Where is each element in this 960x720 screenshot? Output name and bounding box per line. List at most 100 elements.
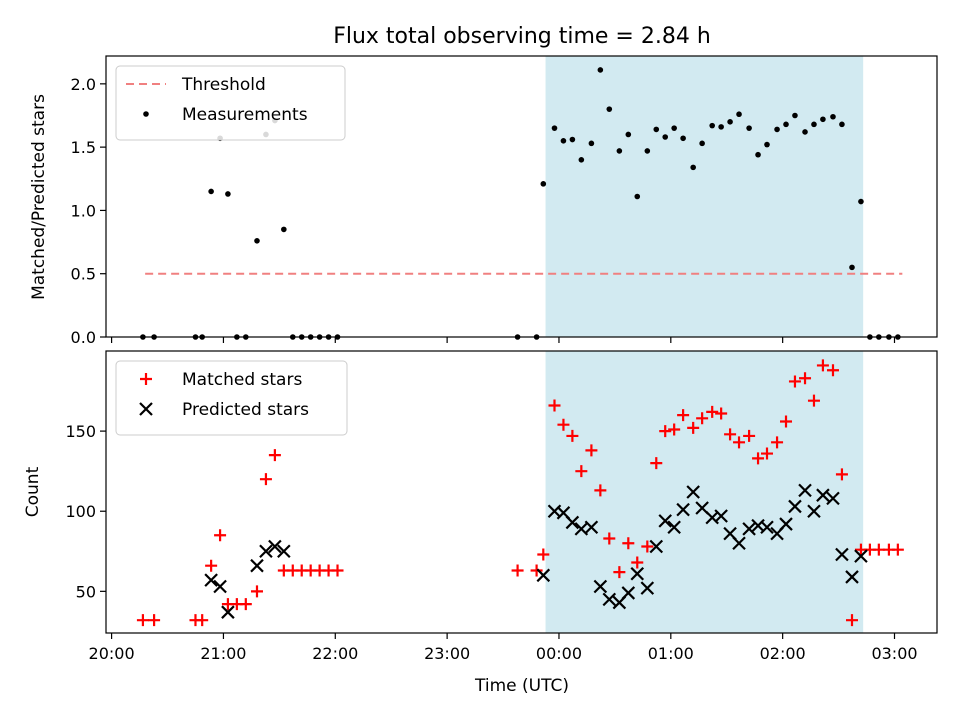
y-tick-label: 100 — [65, 502, 96, 521]
matched-star-point — [613, 566, 626, 579]
predicted-star-point — [676, 502, 690, 517]
matched-star-point — [268, 449, 281, 462]
legend-marker — [139, 402, 153, 416]
matched-star-point — [622, 537, 635, 550]
plot-frame-bottom — [105, 350, 938, 634]
y-axis-label-top: Matched/Predicted stars — [29, 94, 49, 300]
chart-title: Flux total observing time = 2.84 h — [333, 24, 711, 49]
matched-star-point — [659, 425, 672, 438]
measurement-point — [830, 113, 836, 120]
measurement-point — [736, 111, 742, 118]
predicted-star-point — [565, 515, 580, 530]
matched-star-point — [780, 415, 793, 428]
measurement-point — [606, 106, 613, 112]
matched-star-point — [799, 372, 812, 385]
predicted-star-point — [714, 509, 728, 523]
measurement-point — [811, 121, 817, 128]
legend-label: Measurements — [182, 105, 308, 125]
measurement-point — [849, 264, 855, 271]
panel-top: 0.0 0.5 1.0 1.5 2.0 Threshold Measurements — [71, 55, 938, 347]
matched-star-point — [214, 529, 227, 542]
matched-star-point — [537, 548, 550, 561]
legend-marker — [140, 373, 152, 385]
matched-star-point — [250, 585, 263, 598]
measurement-point — [671, 125, 677, 131]
matched-star-point — [816, 359, 829, 372]
x-tick-label: 20:00 — [89, 644, 135, 663]
observing-window-shade — [545, 351, 864, 633]
matched-star-point — [631, 556, 644, 569]
y-tick-label: 1.5 — [71, 138, 96, 157]
predicted-star-point — [742, 522, 756, 536]
y-tick-label: 150 — [65, 422, 96, 441]
matched-star-point — [771, 436, 784, 449]
measurement-point — [281, 226, 287, 233]
predicted-star-point — [221, 605, 235, 619]
measurement-point — [699, 140, 705, 147]
predicted-star-point — [798, 483, 812, 498]
predicted-star-point — [667, 520, 681, 535]
legend-box — [115, 360, 348, 436]
predicted-star-point — [277, 544, 291, 559]
measurement-point — [727, 119, 733, 125]
matched-star-point — [641, 540, 654, 553]
predicted-star-point — [658, 514, 672, 528]
predicted-star-point — [816, 488, 830, 502]
matched-star-point — [331, 564, 344, 577]
matched-star-point — [696, 412, 709, 425]
matched-star-point — [835, 468, 848, 481]
predicted-star-point — [536, 568, 551, 583]
measurement-point — [755, 151, 761, 158]
measurement-point — [551, 125, 558, 131]
matched-star-point — [557, 418, 570, 431]
matched-star-point — [511, 564, 524, 577]
legend-top: Threshold Measurements — [115, 65, 346, 141]
matched-star-point — [724, 428, 737, 441]
measurement-point — [588, 140, 595, 147]
measurement-point — [616, 148, 623, 154]
matched-star-point — [891, 543, 904, 556]
y-axis-label-bottom: Count — [23, 466, 43, 517]
predicted-star-point — [268, 539, 282, 554]
matched-star-point — [148, 614, 161, 627]
matched-star-point — [603, 532, 616, 545]
measurement-point — [653, 126, 660, 133]
x-tick-label: 23:00 — [424, 644, 470, 663]
matched-star-point — [594, 484, 607, 497]
y-tick-label: 0.5 — [71, 265, 96, 284]
y-tick-label: 1.0 — [71, 201, 96, 220]
matched-star-point — [872, 543, 885, 556]
legend-label: Predicted stars — [182, 400, 309, 420]
predicted-star-point — [845, 570, 859, 584]
measurement-point — [858, 198, 864, 205]
measurement-point — [662, 134, 669, 140]
panel-bottom: 50 100 150 20:00 21:00 22:00 23:00 00:00 01:00 02… — [65, 350, 938, 663]
measurement-point — [540, 181, 547, 187]
matched-star-point — [807, 394, 820, 407]
matched-star-point — [239, 598, 252, 611]
matched-star-point — [715, 407, 728, 420]
observing-window-shade — [545, 56, 864, 337]
matched-star-point — [826, 364, 839, 377]
measurement-point — [820, 116, 826, 123]
legend-marker — [143, 111, 149, 117]
predicted-star-point — [826, 491, 840, 506]
x-tick-label: 21:00 — [200, 644, 246, 663]
measurement-point — [783, 121, 789, 128]
x-tick-label: 03:00 — [871, 644, 917, 663]
predicted-star-point — [250, 558, 264, 573]
predicted-star-point — [204, 573, 218, 587]
matched-star-point — [668, 423, 681, 436]
measurement-point — [644, 148, 651, 154]
measurement-point — [680, 135, 686, 142]
matched-star-point — [205, 559, 218, 572]
predicted-star-point — [854, 549, 868, 563]
predicted-star-point — [584, 520, 599, 535]
matched-star-point — [548, 399, 561, 412]
predicted-star-point — [621, 586, 636, 600]
predicted-star-point — [640, 581, 655, 595]
measurement-point — [709, 122, 715, 129]
matched-star-point — [788, 375, 801, 388]
x-tick-label: 01:00 — [648, 644, 694, 663]
measurement-point — [634, 193, 641, 200]
